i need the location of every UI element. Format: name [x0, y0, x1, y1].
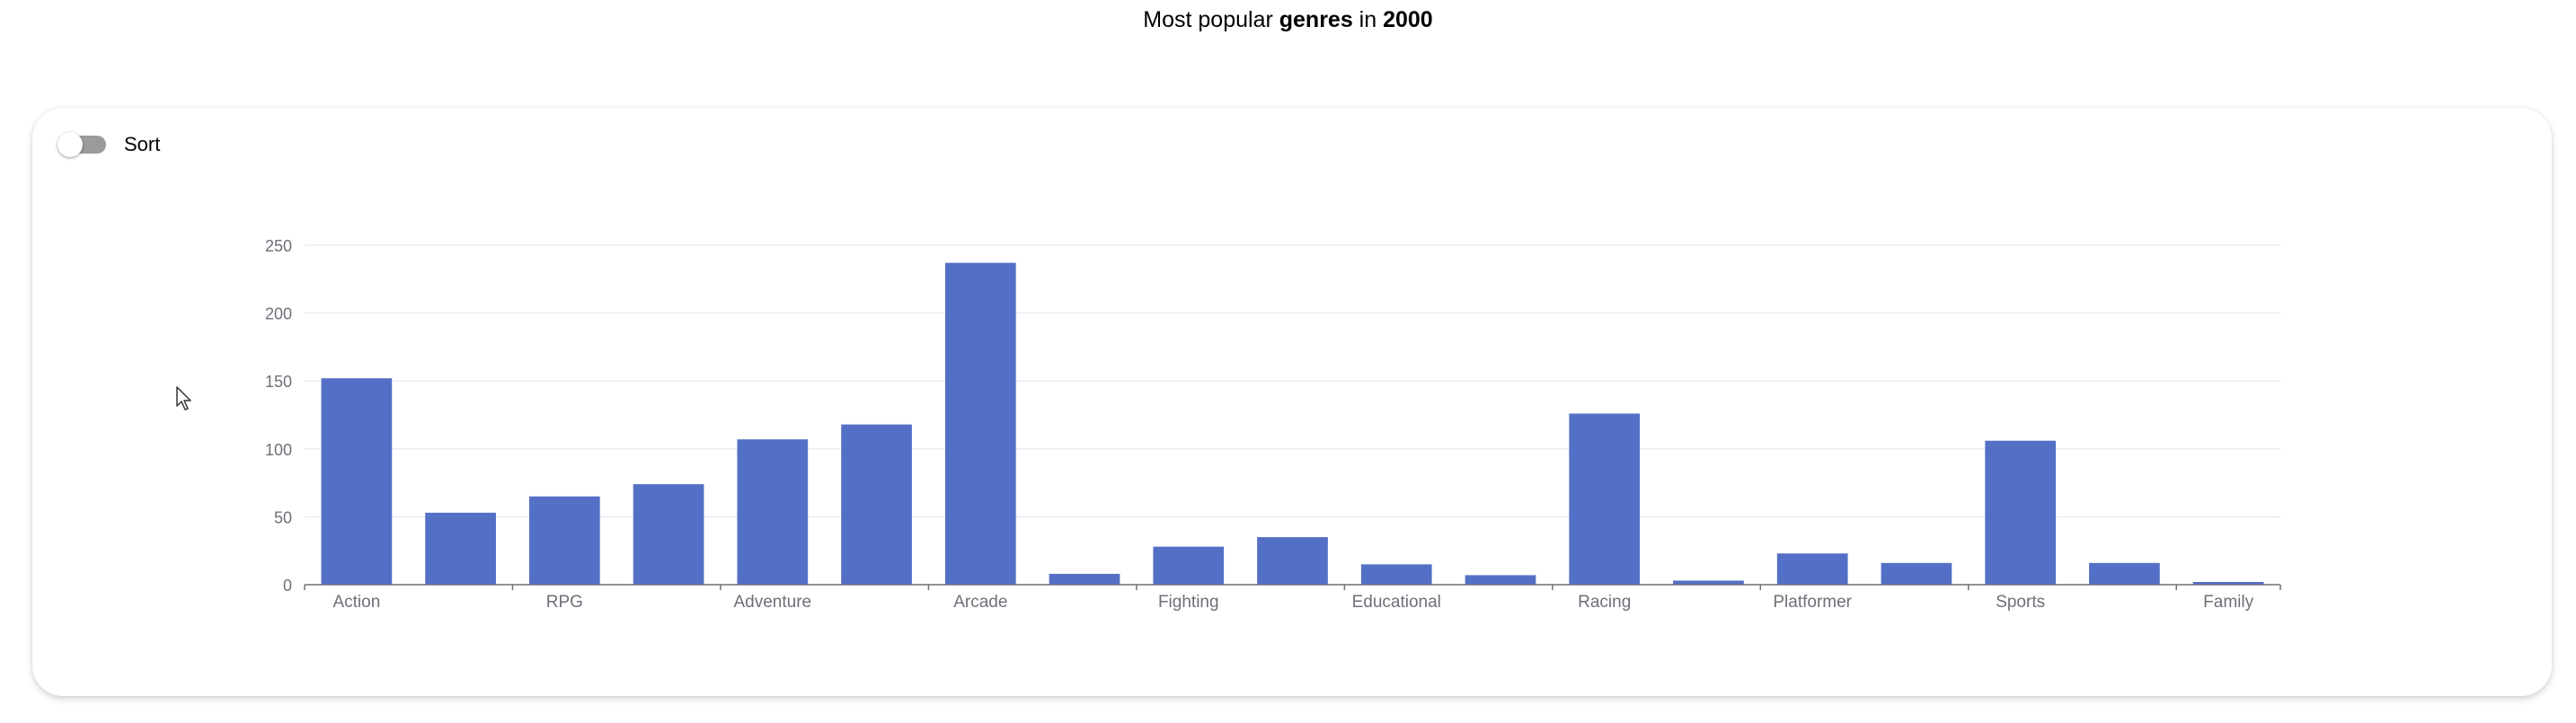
bar [841, 424, 912, 585]
title-prefix: Most popular [1143, 7, 1279, 32]
title-year: 2000 [1383, 7, 1433, 32]
x-tick-label: Racing [1578, 593, 1631, 612]
bar [1776, 553, 1848, 585]
bar [2089, 562, 2160, 585]
chart-card: Sort 0 50 100 150 200 250 Action RPG Adventure Ar… [32, 108, 2552, 696]
x-tick-label: Educational [1352, 593, 1441, 612]
x-tick-label: RPG [546, 593, 583, 612]
bar [2192, 581, 2264, 585]
y-tick-label: 200 [265, 305, 292, 323]
x-tick-label: Platformer [1773, 593, 1852, 612]
bar [633, 484, 704, 585]
x-tick-label: Arcade [953, 593, 1007, 612]
x-tick-label: Fighting [1158, 593, 1219, 612]
bar-chart: 0 50 100 150 200 250 Action RPG Adventure Arcade F… [265, 237, 2281, 612]
sort-label: Sort [124, 133, 161, 155]
sort-toggle-thumb [58, 132, 83, 157]
y-tick-label: 100 [265, 441, 292, 459]
mouse-cursor-icon [176, 386, 191, 410]
bar [1360, 564, 1432, 585]
bar [528, 496, 600, 585]
bar [737, 439, 809, 585]
bar [1465, 575, 1536, 585]
title-genres: genres [1279, 7, 1353, 32]
bar [944, 262, 1016, 585]
bar [1881, 562, 1952, 585]
bar [321, 378, 393, 585]
bar [1673, 580, 1744, 585]
bar [1257, 537, 1328, 585]
bar [1153, 546, 1225, 585]
bar [1049, 573, 1120, 585]
page-title: Most popular genres in 2000 [0, 5, 2576, 34]
bar [425, 512, 496, 585]
sort-toggle[interactable] [58, 132, 108, 157]
y-tick-label: 250 [265, 237, 292, 255]
sort-control[interactable]: Sort [58, 132, 161, 157]
y-tick-label: 0 [283, 577, 292, 595]
title-middle: in [1352, 7, 1384, 32]
x-tick-label: Family [2203, 593, 2253, 612]
y-tick-label: 150 [265, 373, 292, 391]
y-tick-label: 50 [274, 508, 292, 526]
x-tick-label: Sports [1996, 593, 2045, 612]
bar [1985, 440, 2057, 585]
x-tick-label: Action [332, 593, 380, 612]
x-tick-label: Adventure [734, 593, 812, 612]
bar [1569, 413, 1641, 585]
